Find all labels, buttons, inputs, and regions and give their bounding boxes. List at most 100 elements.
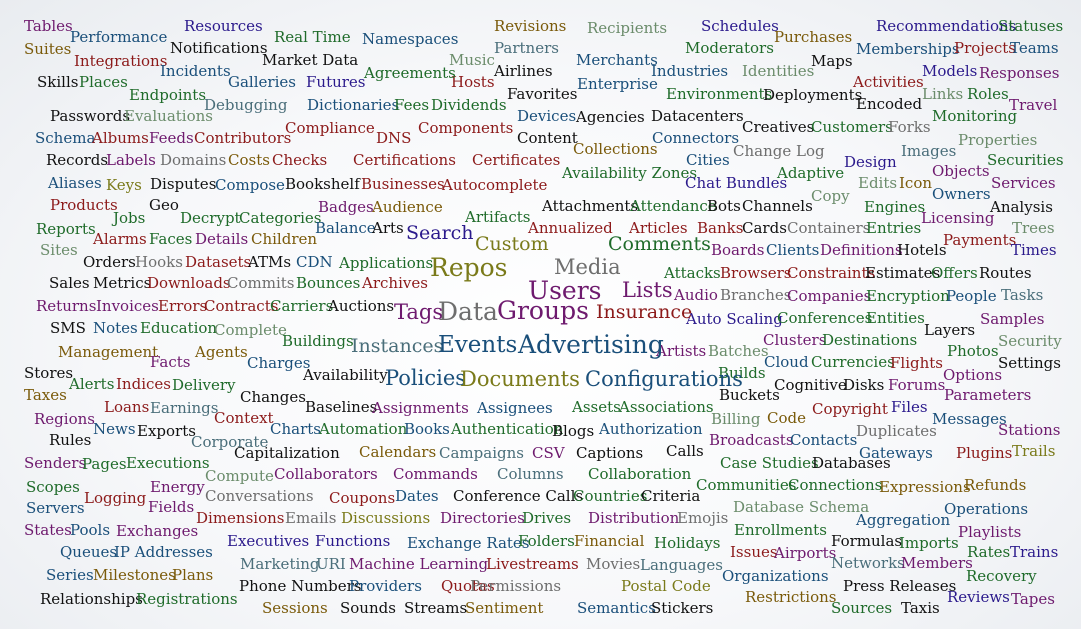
word-advertising: Advertising bbox=[518, 330, 664, 359]
word-executions: Executions bbox=[126, 454, 210, 472]
word-memberships: Memberships bbox=[856, 40, 960, 58]
word-availability-zones: Availability Zones bbox=[562, 164, 698, 182]
word-clients: Clients bbox=[766, 241, 820, 259]
word-discussions: Discussions bbox=[341, 509, 431, 527]
word-education: Education bbox=[140, 319, 218, 337]
word-configurations: Configurations bbox=[585, 367, 743, 391]
word-collections: Collections bbox=[573, 140, 658, 158]
word-evaluations: Evaluations bbox=[124, 107, 213, 125]
word-news: News bbox=[93, 420, 136, 438]
word-notifications: Notifications bbox=[170, 39, 268, 57]
word-rates: Rates bbox=[967, 543, 1011, 561]
word-playlists: Playlists bbox=[958, 523, 1022, 541]
word-countries: Countries bbox=[573, 487, 648, 505]
word-movies: Movies bbox=[586, 555, 641, 573]
word-trees: Trees bbox=[1012, 219, 1055, 237]
word-complete: Complete bbox=[214, 321, 287, 339]
word-commits: Commits bbox=[227, 274, 295, 292]
word-sources: Sources bbox=[831, 599, 893, 617]
word-datacenters: Datacenters bbox=[651, 107, 744, 125]
word-offers: Offers bbox=[931, 264, 978, 282]
word-creatives: Creatives bbox=[742, 118, 815, 136]
word-repos: Repos bbox=[430, 253, 508, 282]
word-contributors: Contributors bbox=[194, 129, 292, 147]
word-phone-numbers: Phone Numbers bbox=[239, 577, 362, 595]
word-commands: Commands bbox=[393, 465, 478, 483]
word-travel: Travel bbox=[1009, 96, 1058, 114]
word-recommendations: Recommendations bbox=[876, 17, 1017, 35]
word-clusters: Clusters bbox=[763, 331, 827, 349]
word-fields: Fields bbox=[148, 498, 195, 516]
word-bots: Bots bbox=[707, 197, 741, 215]
word-articles: Articles bbox=[629, 219, 688, 237]
word-deployments: Deployments bbox=[763, 86, 863, 104]
word-routes: Routes bbox=[979, 264, 1032, 282]
word-albums: Albums bbox=[92, 129, 149, 147]
word-distribution: Distribution bbox=[588, 509, 680, 527]
word-disks: Disks bbox=[843, 376, 885, 394]
word-formulas: Formulas bbox=[831, 532, 903, 550]
word-definitions: Definitions bbox=[820, 241, 903, 259]
word-purchases: Purchases bbox=[774, 28, 853, 46]
word-schema: Schema bbox=[35, 129, 96, 147]
word-merchants: Merchants bbox=[576, 51, 658, 69]
word-search: Search bbox=[406, 222, 474, 244]
word-emojis: Emojis bbox=[677, 509, 729, 527]
word-badges: Badges bbox=[318, 198, 374, 216]
word-assignees: Assignees bbox=[477, 399, 553, 417]
word-moderators: Moderators bbox=[685, 39, 774, 57]
word-buildings: Buildings bbox=[282, 332, 354, 350]
word-attacks: Attacks bbox=[664, 264, 721, 282]
word-encryption: Encryption bbox=[866, 287, 950, 305]
word-holidays: Holidays bbox=[654, 534, 721, 552]
word-pools: Pools bbox=[70, 521, 111, 539]
word-images: Images bbox=[901, 142, 957, 160]
word-plugins: Plugins bbox=[956, 444, 1013, 462]
word-agencies: Agencies bbox=[576, 108, 645, 126]
word-banks: Banks bbox=[697, 219, 744, 237]
word-loans: Loans bbox=[104, 398, 150, 416]
word-records: Records bbox=[46, 151, 109, 169]
word-case-studies: Case Studies bbox=[720, 454, 819, 472]
word-sounds: Sounds bbox=[340, 599, 396, 617]
word-lists: Lists bbox=[622, 278, 673, 302]
word-icon: Icon bbox=[899, 174, 933, 192]
word-drives: Drives bbox=[522, 509, 572, 527]
word-market-data: Market Data bbox=[262, 51, 359, 69]
word-stations: Stations bbox=[998, 421, 1061, 439]
word-times: Times bbox=[1011, 241, 1057, 259]
word-cards: Cards bbox=[742, 219, 787, 237]
word-providers: Providers bbox=[349, 577, 422, 595]
word-customers: Customers bbox=[811, 118, 893, 136]
word-collaborators: Collaborators bbox=[274, 465, 378, 483]
word-registrations: Registrations bbox=[136, 590, 238, 608]
word-content: Content bbox=[517, 129, 578, 147]
word-builds: Builds bbox=[718, 364, 766, 382]
word-fees: Fees bbox=[394, 96, 430, 114]
word-statuses: Statuses bbox=[998, 17, 1064, 35]
word-queues: Queues bbox=[60, 543, 118, 561]
word-columns: Columns bbox=[497, 465, 564, 483]
word-checks: Checks bbox=[272, 151, 328, 169]
word-charges: Charges bbox=[247, 354, 311, 372]
word-criteria: Criteria bbox=[641, 487, 701, 505]
word-dates: Dates bbox=[395, 487, 439, 505]
word-partners: Partners bbox=[494, 39, 559, 57]
word-photos: Photos bbox=[947, 342, 999, 360]
word-audience: Audience bbox=[372, 198, 443, 216]
word-rules: Rules bbox=[49, 431, 92, 449]
word-revisions: Revisions bbox=[494, 17, 567, 35]
word-models: Models bbox=[922, 62, 978, 80]
word-costs: Costs bbox=[228, 151, 270, 169]
word-balance: Balance bbox=[315, 219, 376, 237]
word-galleries: Galleries bbox=[228, 73, 296, 91]
word-responses: Responses bbox=[979, 64, 1060, 82]
word-dns: DNS bbox=[376, 129, 412, 147]
word-copy: Copy bbox=[811, 187, 850, 205]
word-futures: Futures bbox=[306, 73, 366, 91]
word-custom: Custom bbox=[475, 233, 549, 255]
word-communities: Communities bbox=[696, 476, 797, 494]
word-senders: Senders bbox=[24, 454, 87, 472]
word-networks: Networks bbox=[831, 554, 905, 572]
word-trains: Trains bbox=[1010, 543, 1059, 561]
